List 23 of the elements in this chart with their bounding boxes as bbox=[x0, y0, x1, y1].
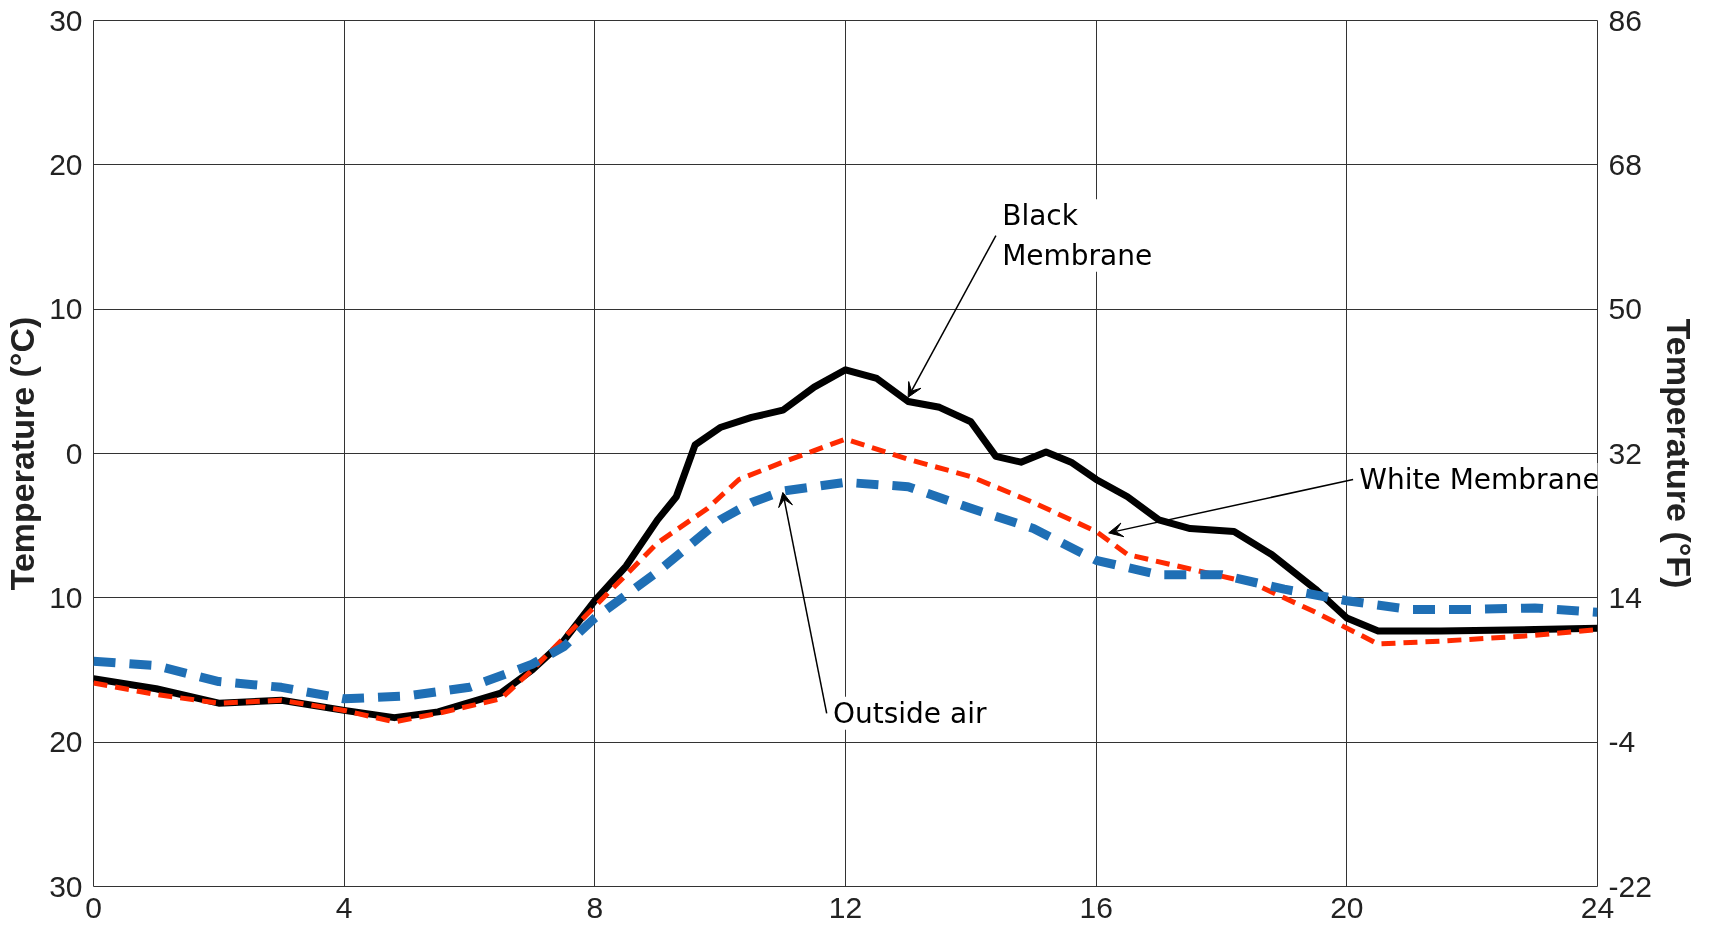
x-tick-label: 8 bbox=[586, 890, 604, 924]
y-tick-label: 10 bbox=[49, 580, 83, 614]
y-tick-label: 20 bbox=[49, 725, 83, 759]
y-axis-title: Temperature (°C) bbox=[3, 316, 42, 591]
y-tick-label: 10 bbox=[49, 292, 83, 326]
y2-tick-label: 32 bbox=[1608, 436, 1642, 470]
y-tick-label: 30 bbox=[49, 869, 83, 903]
y-tick-label: 20 bbox=[49, 147, 83, 181]
x-tick-label: 4 bbox=[335, 890, 353, 924]
annotation: Black Membrane bbox=[1002, 199, 1153, 272]
y2-tick-label: 50 bbox=[1608, 292, 1642, 326]
y-tick-label: 0 bbox=[65, 436, 83, 470]
y2-axis-title: Temperature (°F) bbox=[1659, 318, 1698, 589]
y2-tick-label: 86 bbox=[1608, 3, 1642, 37]
y-tick-label: 30 bbox=[49, 3, 83, 37]
x-tick-label: 20 bbox=[1330, 890, 1364, 924]
y2-tick-label: 14 bbox=[1608, 580, 1642, 614]
x-tick-label: 16 bbox=[1079, 890, 1113, 924]
annotation: Outside air bbox=[832, 696, 987, 730]
y2-tick-label: -4 bbox=[1608, 725, 1636, 759]
annotation: White Membrane bbox=[1359, 462, 1600, 496]
y2-tick-label: 68 bbox=[1608, 147, 1642, 181]
x-tick-label: 12 bbox=[828, 890, 863, 924]
